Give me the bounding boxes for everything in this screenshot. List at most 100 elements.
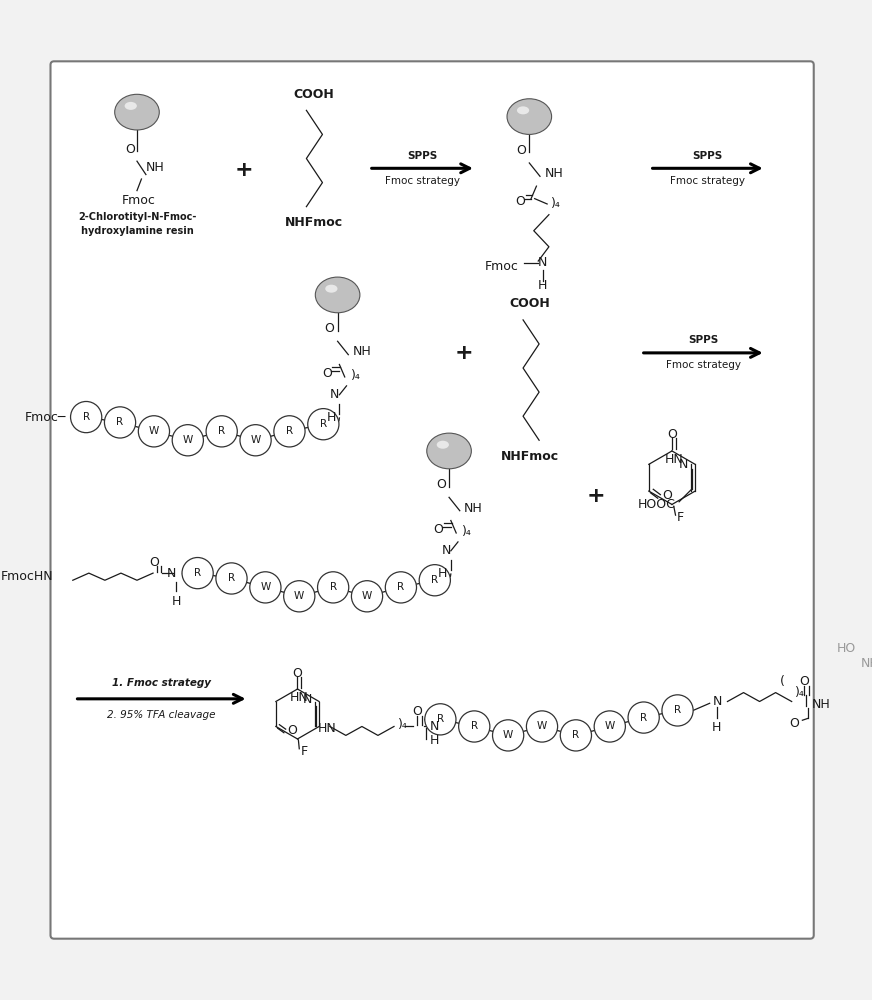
Text: R: R: [218, 426, 225, 436]
Text: W: W: [537, 721, 547, 731]
Text: R: R: [330, 582, 337, 592]
Text: H: H: [172, 595, 181, 608]
Ellipse shape: [437, 441, 449, 449]
Text: N: N: [167, 567, 176, 580]
Text: Fmoc: Fmoc: [122, 194, 156, 207]
Text: R: R: [194, 568, 201, 578]
Text: COOH: COOH: [293, 88, 334, 101]
Text: R: R: [572, 730, 580, 740]
Circle shape: [527, 711, 557, 742]
Text: NH: NH: [464, 502, 483, 515]
Text: Fmoc─: Fmoc─: [25, 411, 66, 424]
Ellipse shape: [517, 106, 529, 114]
Text: N: N: [678, 458, 688, 471]
Text: W: W: [149, 426, 159, 436]
Circle shape: [385, 572, 417, 603]
Text: O: O: [433, 523, 443, 536]
Text: +: +: [455, 343, 473, 363]
Text: F: F: [677, 511, 684, 524]
Text: )₄: )₄: [462, 525, 472, 538]
Text: NHFmoc: NHFmoc: [501, 450, 559, 463]
Text: N: N: [303, 693, 312, 706]
Text: Fmoc strategy: Fmoc strategy: [665, 360, 740, 370]
FancyBboxPatch shape: [51, 61, 814, 939]
Text: )₄: )₄: [795, 686, 805, 699]
Text: O: O: [322, 367, 332, 380]
Text: R: R: [432, 575, 439, 585]
Text: (: (: [780, 675, 785, 688]
Text: O: O: [125, 143, 135, 156]
Text: HN: HN: [290, 691, 309, 704]
Text: +: +: [235, 160, 253, 180]
Text: Fmoc: Fmoc: [485, 260, 519, 273]
Text: NHFmoc: NHFmoc: [284, 216, 343, 229]
Text: R: R: [398, 582, 405, 592]
Text: FmocHN: FmocHN: [1, 570, 53, 583]
Circle shape: [317, 572, 349, 603]
Text: O: O: [412, 705, 422, 718]
Ellipse shape: [325, 285, 337, 293]
Text: )₄: )₄: [398, 718, 408, 731]
Circle shape: [172, 425, 203, 456]
Circle shape: [139, 416, 169, 447]
Text: O: O: [436, 478, 446, 491]
Text: HN: HN: [664, 453, 684, 466]
Text: HOOC: HOOC: [637, 498, 676, 511]
Text: Fmoc strategy: Fmoc strategy: [385, 176, 460, 186]
Ellipse shape: [426, 433, 472, 469]
Text: H: H: [538, 279, 548, 292]
Text: W: W: [604, 721, 615, 731]
Text: W: W: [250, 435, 261, 445]
Text: R: R: [437, 714, 444, 724]
Ellipse shape: [507, 99, 552, 134]
Text: N: N: [441, 544, 451, 557]
Circle shape: [249, 572, 281, 603]
Circle shape: [493, 720, 524, 751]
Circle shape: [240, 425, 271, 456]
Circle shape: [105, 407, 136, 438]
Circle shape: [628, 702, 659, 733]
Text: Fmoc strategy: Fmoc strategy: [671, 176, 746, 186]
Circle shape: [308, 409, 339, 440]
Circle shape: [71, 401, 102, 433]
Text: W: W: [503, 730, 514, 740]
Text: H: H: [326, 411, 336, 424]
Text: O: O: [662, 489, 672, 502]
Ellipse shape: [115, 94, 160, 130]
Text: COOH: COOH: [510, 297, 550, 310]
Text: R: R: [286, 426, 293, 436]
Text: O: O: [667, 428, 677, 441]
Text: )₄: )₄: [551, 197, 561, 210]
Text: NH: NH: [861, 657, 872, 670]
Circle shape: [283, 581, 315, 612]
Text: 2-Chlorotityl-N-Fmoc-: 2-Chlorotityl-N-Fmoc-: [78, 212, 196, 222]
Text: +: +: [587, 486, 605, 506]
Text: O: O: [515, 195, 525, 208]
Text: R: R: [471, 721, 478, 731]
Text: SPPS: SPPS: [688, 335, 719, 345]
Text: HO: HO: [836, 642, 855, 655]
Circle shape: [351, 581, 383, 612]
Text: O: O: [288, 724, 297, 737]
Text: O: O: [516, 144, 526, 157]
Text: N: N: [330, 388, 339, 401]
Text: W: W: [294, 591, 304, 601]
Text: R: R: [674, 705, 681, 715]
Ellipse shape: [125, 102, 137, 110]
Text: R: R: [640, 713, 647, 723]
Text: N: N: [430, 720, 439, 733]
Text: F: F: [301, 745, 308, 758]
Text: NH: NH: [146, 161, 165, 174]
Text: O: O: [149, 556, 159, 569]
Text: )₄: )₄: [351, 369, 360, 382]
Circle shape: [274, 416, 305, 447]
Text: NH: NH: [353, 345, 371, 358]
Text: W: W: [362, 591, 372, 601]
Text: H: H: [438, 567, 447, 580]
Text: W: W: [260, 582, 270, 592]
Text: N: N: [713, 695, 723, 708]
Circle shape: [206, 416, 237, 447]
Text: R: R: [228, 573, 235, 583]
Circle shape: [561, 720, 591, 751]
Ellipse shape: [316, 277, 360, 313]
